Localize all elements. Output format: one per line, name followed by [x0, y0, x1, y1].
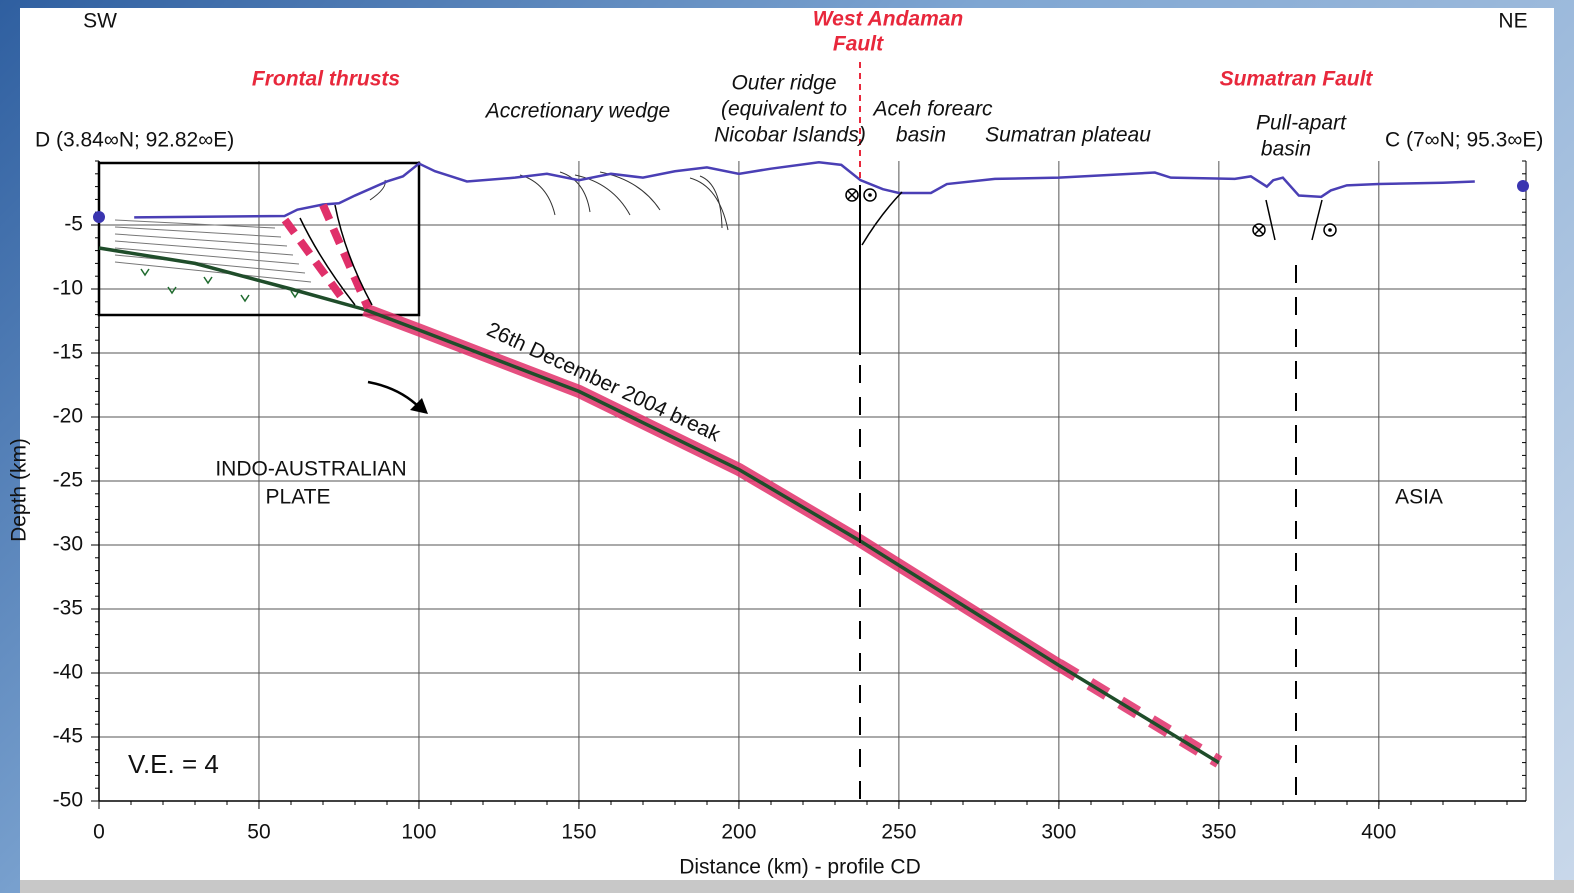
sediment-line: [115, 220, 275, 228]
x-tick-label: 400: [1361, 821, 1396, 844]
chart: Depth (km) Distance (km) - profile CD 0 5…: [0, 0, 1574, 893]
y-tick-label: -45: [53, 725, 83, 748]
thrust-sketch: [575, 175, 630, 215]
x-tick-label: 300: [1041, 821, 1076, 844]
x-tick-label: 200: [721, 821, 756, 844]
fault: [1266, 200, 1275, 240]
thrust-sketch: [600, 172, 660, 210]
annotation: Frontal thrusts: [252, 68, 400, 91]
annotation: NE: [1498, 10, 1527, 33]
y-tick-label: -15: [53, 341, 83, 364]
y-tick-label: -20: [53, 405, 83, 428]
x-tick-label: 250: [881, 821, 916, 844]
annotation: Sumatran plateau: [985, 124, 1151, 147]
annotation: V.E. = 4: [128, 749, 219, 779]
page: Depth (km) Distance (km) - profile CD 0 5…: [0, 0, 1574, 893]
annotation: PLATE: [266, 486, 331, 509]
annotation: SW: [83, 10, 117, 33]
fault: [1312, 200, 1322, 240]
y-tick-label: -5: [64, 213, 83, 236]
x-tick-label: 50: [247, 821, 270, 844]
sediment-line: [115, 241, 293, 255]
annotation: West Andaman: [813, 8, 964, 31]
annotation: Pull-apart: [1256, 112, 1347, 135]
annotation: Outer ridge: [731, 72, 836, 95]
y-tick-label: -25: [53, 469, 83, 492]
endpoint: [93, 211, 105, 223]
chevron: [241, 295, 249, 301]
break-zone: [365, 309, 1059, 665]
annotation: ASIA: [1395, 486, 1443, 509]
motion-dot: [1328, 228, 1332, 232]
chevron: [168, 287, 176, 293]
sediment-line: [115, 262, 311, 282]
arrow: [368, 382, 420, 408]
annotation: Aceh forearc: [871, 98, 993, 121]
annotation: Sumatran Fault: [1220, 68, 1374, 91]
chevron: [204, 277, 212, 283]
annotation: D (3.84∞N; 92.82∞E): [35, 129, 234, 152]
annotation: (equivalent to: [721, 98, 847, 121]
y-tick-label: -35: [53, 597, 83, 620]
endpoint: [1517, 180, 1529, 192]
y-tick-label: -50: [53, 789, 83, 812]
y-tick-label: -10: [53, 277, 83, 300]
y-tick-label: -30: [53, 533, 83, 556]
motion-dot: [868, 193, 872, 197]
x-tick-label: 350: [1201, 821, 1236, 844]
annotation: Accretionary wedge: [484, 100, 670, 123]
sediment-line: [115, 255, 305, 273]
annotation: 26th December 2004 break: [483, 318, 724, 447]
annotation: basin: [1261, 138, 1311, 161]
chevron: [141, 269, 149, 275]
y-tick-label: -40: [53, 661, 83, 684]
annotation: INDO-AUSTRALIAN: [215, 458, 406, 481]
annotation: Nicobar Islands): [714, 124, 866, 147]
x-axis-label: Distance (km) - profile CD: [679, 856, 921, 879]
x-tick-label: 0: [93, 821, 105, 844]
thrust-sketch: [690, 178, 728, 230]
annotation: basin: [896, 124, 946, 147]
annotation: Fault: [833, 33, 884, 56]
annotation: C (7∞N; 95.3∞E): [1385, 129, 1543, 152]
thrust-sketch: [520, 175, 555, 215]
x-tick-label: 150: [561, 821, 596, 844]
x-tick-label: 100: [401, 821, 436, 844]
y-axis-label: Depth (km): [8, 438, 31, 542]
